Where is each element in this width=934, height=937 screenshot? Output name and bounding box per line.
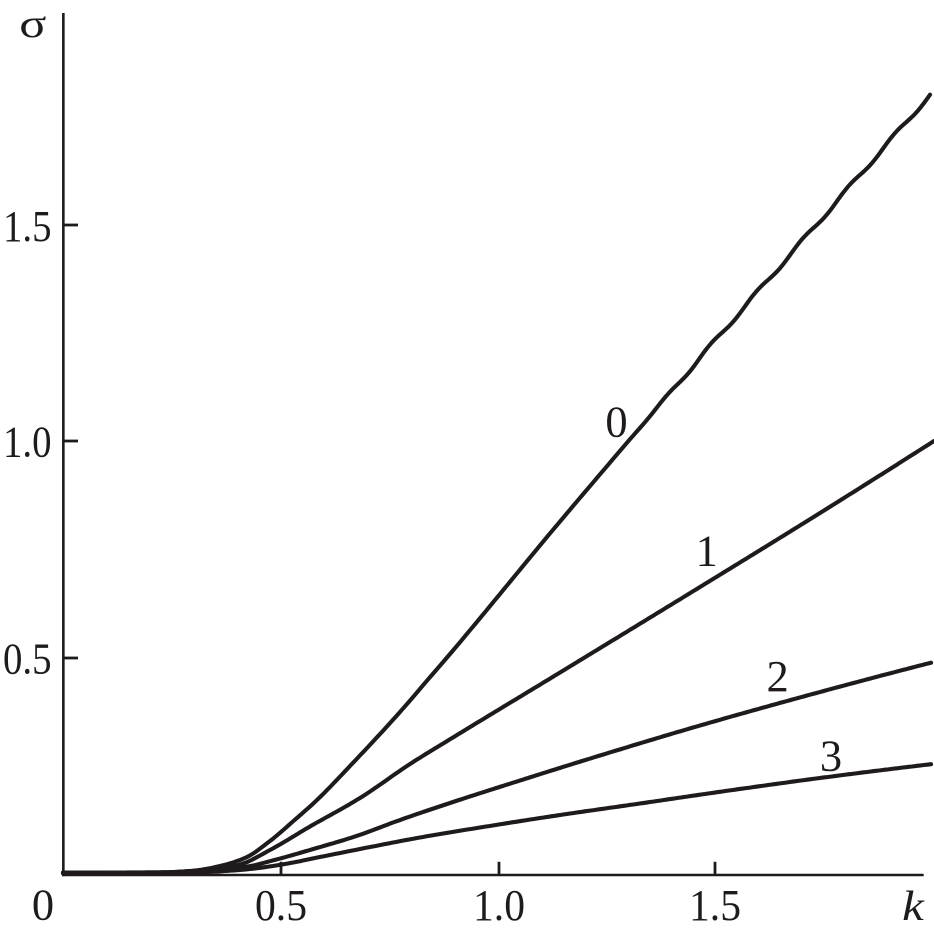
svg-text:0.5: 0.5 [3,634,52,684]
svg-text:3: 3 [820,731,842,781]
svg-text:1.0: 1.0 [3,417,52,467]
svg-text:0: 0 [605,397,627,447]
svg-text:1.5: 1.5 [3,201,52,251]
svg-text:1.5: 1.5 [689,880,741,930]
svg-text:1.0: 1.0 [473,880,525,930]
svg-text:2: 2 [766,651,788,701]
svg-text:σ: σ [19,1,46,46]
svg-text:1: 1 [696,526,718,576]
svg-text:0.5: 0.5 [255,880,307,930]
svg-text:0: 0 [32,880,54,930]
svg-text:k: k [902,882,924,929]
